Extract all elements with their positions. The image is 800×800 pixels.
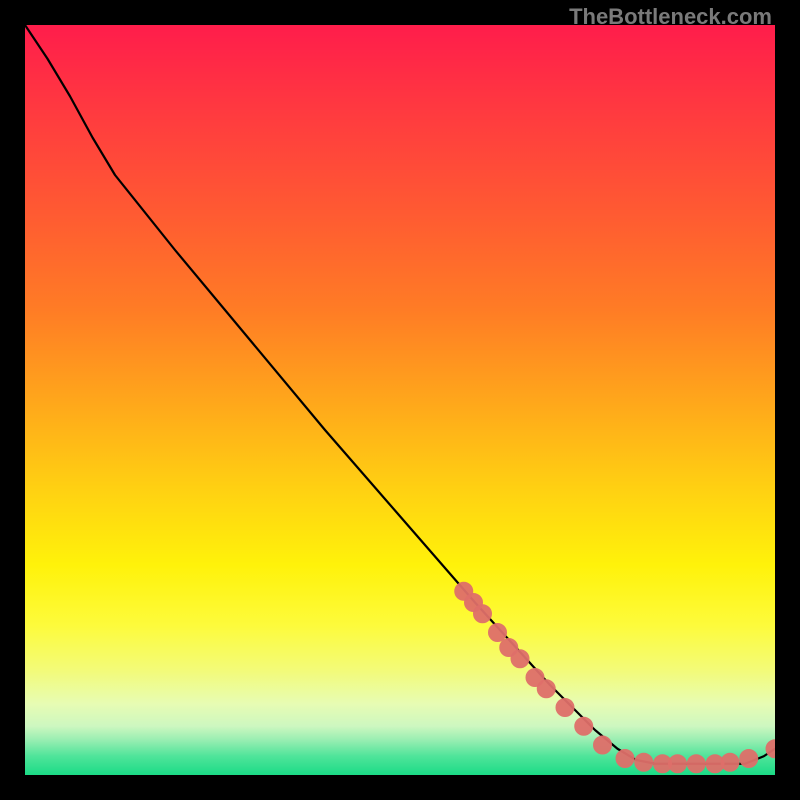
data-marker bbox=[687, 755, 705, 773]
data-marker bbox=[616, 750, 634, 768]
data-marker bbox=[669, 755, 687, 773]
data-marker bbox=[575, 717, 593, 735]
data-marker bbox=[556, 699, 574, 717]
data-marker bbox=[489, 624, 507, 642]
data-marker bbox=[511, 650, 529, 668]
data-marker bbox=[474, 605, 492, 623]
chart-canvas: TheBottleneck.com bbox=[0, 0, 800, 800]
data-marker bbox=[594, 736, 612, 754]
data-marker bbox=[635, 753, 653, 771]
plot-svg bbox=[25, 25, 775, 775]
data-marker bbox=[740, 750, 758, 768]
data-marker bbox=[537, 680, 555, 698]
gradient-background bbox=[25, 25, 775, 775]
plot-area bbox=[25, 25, 775, 775]
data-marker bbox=[721, 753, 739, 771]
